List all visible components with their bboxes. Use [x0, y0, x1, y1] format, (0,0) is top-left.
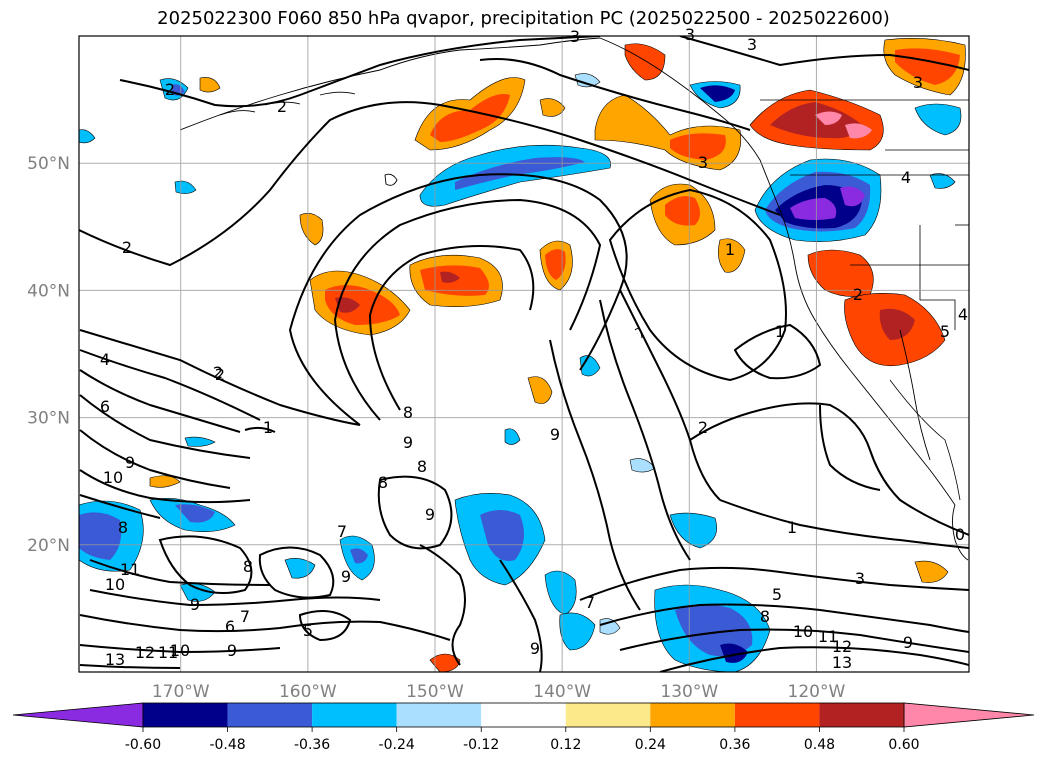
lat-tick-label: 50°N — [27, 154, 70, 174]
precip-shading — [79, 38, 966, 672]
contour-label: 8 — [378, 473, 388, 492]
colorbar-tick-label: -0.24 — [379, 737, 415, 753]
contour-label: 2 — [277, 97, 287, 116]
colorbar-segment — [650, 703, 735, 727]
contour-label: 0 — [955, 525, 965, 544]
contour-label: 11 — [818, 627, 838, 646]
contour-label: 8 — [243, 557, 253, 576]
contour-label: 9 — [227, 641, 237, 660]
contour-label: 7 — [585, 593, 595, 612]
contour-label: 3 — [913, 73, 923, 92]
lon-tick-label: 150°W — [406, 682, 464, 702]
contour-label: 6 — [225, 617, 235, 636]
lon-tick-label: 170°W — [152, 682, 210, 702]
colorbar-segment — [734, 703, 820, 727]
contour-label: 8 — [118, 518, 128, 537]
contour-label: 8 — [417, 457, 427, 476]
contour-label: 1 — [775, 322, 785, 341]
colorbar-segment — [227, 703, 313, 727]
contour-label: 9 — [550, 425, 560, 444]
contour-label: 1 — [787, 518, 797, 537]
country-borders — [760, 99, 969, 501]
contour-label: 9 — [190, 595, 200, 614]
colorbar-extend-high — [903, 702, 1035, 728]
contour-label: 3 — [747, 35, 757, 54]
colorbar-extend-low — [12, 702, 144, 728]
contour-label: 1 — [263, 418, 273, 437]
contour-label: 3 — [685, 25, 695, 44]
contour-label: 7 — [240, 607, 250, 626]
contour-label: 2 — [165, 80, 175, 99]
contour-label: 5 — [940, 322, 950, 341]
colorbar-segment — [143, 703, 228, 727]
contour-label: 9 — [403, 433, 413, 452]
contour-label: 4 — [958, 305, 968, 324]
colorbar-tick-label: -0.48 — [209, 737, 245, 753]
contour-label: 5 — [303, 621, 313, 640]
lat-tick-label: 40°N — [27, 281, 70, 301]
colorbar-tick-label: -0.36 — [294, 737, 330, 753]
contour-label: 9 — [425, 505, 435, 524]
map-frame — [78, 35, 970, 673]
colorbar-tick-label: 0.24 — [635, 737, 666, 753]
contour-label: 3 — [855, 569, 865, 588]
contour-label: 12 — [832, 637, 852, 656]
contour-label: 6 — [100, 397, 110, 416]
contour-label: 10 — [170, 641, 190, 660]
colorbar-segment — [819, 703, 904, 727]
contour-label: 8 — [403, 403, 413, 422]
contour-label: 11 — [158, 643, 178, 662]
contour-label: 9 — [530, 639, 540, 658]
colorbar-segment — [481, 703, 566, 727]
lat-tick-label: 30°N — [27, 409, 70, 429]
contour-label: 11 — [120, 560, 140, 579]
map-title: 2025022300 F060 850 hPa qvapor, precipit… — [157, 8, 890, 29]
contour-label: 13 — [105, 650, 125, 669]
contour-label: 7 — [337, 522, 347, 541]
colorbar-tick-label: 0.60 — [888, 737, 919, 753]
colorbar-frame — [142, 702, 905, 728]
contour-label: 8 — [760, 607, 770, 626]
contour-label: 4 — [100, 350, 110, 369]
contour-label: 5 — [772, 585, 782, 604]
coastlines — [179, 37, 969, 561]
colorbar-tick-label: -0.60 — [125, 737, 161, 753]
contour-label: 2 — [853, 285, 863, 304]
contour-label: 3 — [698, 153, 708, 172]
contour-label: 1 — [725, 240, 735, 259]
colorbar-tick-label: 0.36 — [719, 737, 750, 753]
contour-label: 9 — [125, 453, 135, 472]
colorbar-segment — [312, 703, 397, 727]
colorbar-tick-label: -0.12 — [463, 737, 499, 753]
contour-label: 2 — [213, 363, 223, 382]
colorbar-tick-label: 0.12 — [550, 737, 581, 753]
contour-label: 4 — [901, 168, 911, 187]
colorbar-segment — [565, 703, 651, 727]
latitude-labels: 50°N 40°N 30°N 20°N — [27, 154, 70, 556]
lon-tick-label: 120°W — [788, 682, 846, 702]
contour-label: 2 — [698, 418, 708, 437]
lon-tick-label: 160°W — [279, 682, 337, 702]
contour-label: 12 — [135, 643, 155, 662]
contour-label: 9 — [341, 567, 351, 586]
colorbar-tick-label: 0.48 — [804, 737, 835, 753]
contour-label: 10 — [793, 622, 813, 641]
lon-tick-label: 140°W — [533, 682, 591, 702]
positive-anomaly-regions — [149, 38, 966, 672]
contour-label: 9 — [903, 633, 913, 652]
contour-label: 2 — [122, 238, 132, 257]
contour-label: 10 — [103, 468, 123, 487]
contour-lines — [79, 36, 969, 672]
lat-tick-label: 20°N — [27, 536, 70, 556]
colorbar-segment — [396, 703, 482, 727]
lon-tick-label: 130°W — [660, 682, 718, 702]
contour-label: 10 — [105, 575, 125, 594]
colorbar: -0.60 -0.48 -0.36 -0.24 -0.12 0.12 0.24 0.36 0.4… — [12, 702, 1035, 753]
contour-label: 13 — [832, 653, 852, 672]
contour-label: 2 — [215, 365, 225, 384]
longitude-labels: 170°W 160°W 150°W 140°W 130°W 120°W — [152, 682, 846, 702]
